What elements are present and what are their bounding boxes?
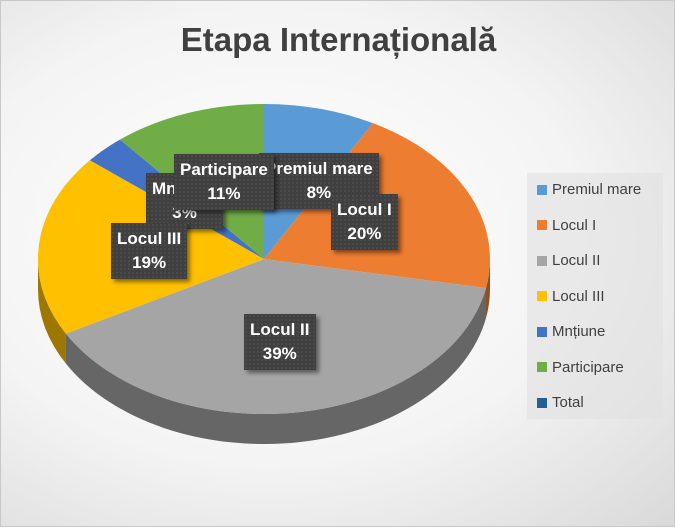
legend-item: Locul I	[537, 217, 596, 234]
pie-side-locul-iii	[38, 259, 66, 364]
legend-item: Locul II	[537, 252, 600, 269]
chart-title: Etapa Internațională	[180, 21, 497, 58]
legend-swatch	[537, 326, 547, 337]
data-label-value: 20%	[347, 224, 382, 243]
legend: Premiul mare Locul I Locul II Locul III Mnți…	[527, 173, 663, 419]
legend-swatch	[537, 184, 547, 195]
data-label: Locul II 39%	[244, 314, 316, 370]
legend-label: Locul III	[552, 287, 605, 305]
data-label-value: 39%	[262, 344, 297, 363]
legend-item: Premiul mare	[537, 181, 641, 198]
data-label-category: Locul II	[250, 320, 310, 339]
data-label: Locul I 20%	[331, 194, 398, 250]
legend-label: Mnțiune	[552, 323, 606, 340]
data-label-category: Locul I	[337, 200, 392, 219]
data-label-category: Participare	[180, 160, 268, 179]
legend-label: Premiul mare	[552, 181, 642, 198]
data-label-category: Premiul mare	[265, 159, 373, 178]
data-label-value: 11%	[207, 184, 241, 203]
legend-swatch	[537, 220, 547, 230]
legend-label: Locul II	[552, 252, 601, 269]
data-label: Premiul mare 8%	[259, 153, 379, 209]
legend-item: Participare	[537, 359, 624, 376]
legend-label: Total	[552, 394, 584, 411]
legend-swatch	[537, 397, 547, 408]
data-label: Participare 11%	[174, 154, 274, 210]
legend-swatch	[537, 291, 547, 301]
legend-label: Participare	[552, 358, 624, 376]
pie-side-locul-i	[485, 259, 490, 319]
data-label-category: Locul III	[117, 229, 182, 248]
legend-item: Mnțiune	[537, 323, 605, 340]
data-label-value: 19%	[132, 253, 167, 272]
data-label: Locul III 19%	[111, 223, 188, 279]
legend-swatch	[537, 362, 547, 372]
legend-label: Locul I	[552, 216, 597, 234]
data-label-value: 8%	[306, 183, 332, 202]
legend-item: Locul III	[537, 288, 605, 305]
pie-side-locul-ii	[65, 288, 486, 444]
legend-item: Total	[537, 394, 584, 411]
legend-swatch	[537, 255, 547, 266]
